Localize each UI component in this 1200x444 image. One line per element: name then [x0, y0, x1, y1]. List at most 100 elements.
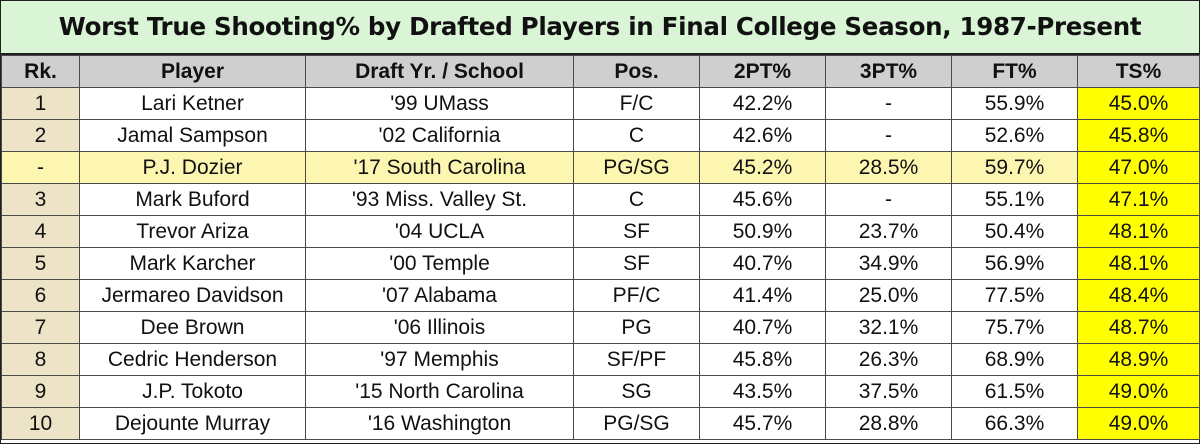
player-cell: Lari Ketner — [79, 87, 306, 120]
chart-title: Worst True Shooting% by Drafted Players … — [1, 1, 1199, 55]
table-row: 8 Cedric Henderson '97 Memphis SF/PF 45.8% 26… — [1, 343, 1200, 376]
ts-cell: 48.4% — [1077, 279, 1200, 312]
header-cell: Rk. — [1, 55, 80, 88]
school-cell: '04 UCLA — [305, 215, 574, 248]
ts-cell: 48.7% — [1077, 311, 1200, 344]
school-cell: '07 Alabama — [305, 279, 574, 312]
rank-cell: 10 — [1, 407, 80, 440]
player-cell: Trevor Ariza — [79, 215, 306, 248]
ts-cell: 47.1% — [1077, 183, 1200, 216]
rank-cell: 9 — [1, 375, 80, 408]
ft-cell: 66.3% — [951, 407, 1078, 440]
table-row: 2 Jamal Sampson '02 California C 42.6% -52.6%… — [1, 119, 1200, 152]
three-pt-cell: 34.9% — [825, 247, 952, 280]
three-pt-cell: 32.1% — [825, 311, 952, 344]
two-pt-cell: 40.7% — [699, 311, 826, 344]
table-row: 10 Dejounte Murray '16 Washington PG/SG 45.7… — [1, 407, 1200, 440]
position-cell: F/C — [573, 87, 700, 120]
two-pt-cell: 42.6% — [699, 119, 826, 152]
school-cell: '99 UMass — [305, 87, 574, 120]
header-cell: 3PT% — [825, 55, 952, 88]
rank-cell: 4 — [1, 215, 80, 248]
ts-cell: 48.9% — [1077, 343, 1200, 376]
ts-cell: 45.8% — [1077, 119, 1200, 152]
school-cell: '16 Washington — [305, 407, 574, 440]
player-cell: Dejounte Murray — [79, 407, 306, 440]
table-row: 4 Trevor Ariza '04 UCLA SF 50.9% 23.7% 50.4% 48… — [1, 215, 1200, 248]
position-cell: SF — [573, 247, 700, 280]
header-cell: TS% — [1077, 55, 1200, 88]
header-cell: Pos. — [573, 55, 700, 88]
school-cell: '15 North Carolina — [305, 375, 574, 408]
ft-cell: 50.4% — [951, 215, 1078, 248]
player-cell: Mark Karcher — [79, 247, 306, 280]
table-row: 1 Lari Ketner '99 UMass F/C 42.2% -55.9% 45.0% — [1, 87, 1200, 120]
player-cell: Jamal Sampson — [79, 119, 306, 152]
three-pt-cell: 28.5% — [825, 151, 952, 184]
three-pt-cell: 23.7% — [825, 215, 952, 248]
ft-cell: 61.5% — [951, 375, 1078, 408]
player-cell: Cedric Henderson — [79, 343, 306, 376]
header-cell: FT% — [951, 55, 1078, 88]
ts-cell: 49.0% — [1077, 375, 1200, 408]
school-cell: '00 Temple — [305, 247, 574, 280]
rank-cell: - — [1, 151, 80, 184]
two-pt-cell: 45.6% — [699, 183, 826, 216]
three-pt-cell: - — [825, 183, 952, 216]
rank-cell: 6 — [1, 279, 80, 312]
ft-cell: 77.5% — [951, 279, 1078, 312]
rank-cell: 5 — [1, 247, 80, 280]
table-row: 7 Dee Brown '06 Illinois PG 40.7% 32.1% 75.7% 4… — [1, 311, 1200, 344]
data-table: Rk. Player Draft Yr. / School Pos. 2PT% … — [1, 55, 1200, 440]
rank-cell: 7 — [1, 311, 80, 344]
position-cell: PG/SG — [573, 407, 700, 440]
three-pt-cell: - — [825, 87, 952, 120]
ft-cell: 75.7% — [951, 311, 1078, 344]
ft-cell: 55.9% — [951, 87, 1078, 120]
three-pt-cell: 37.5% — [825, 375, 952, 408]
ft-cell: 56.9% — [951, 247, 1078, 280]
header-row: Rk. Player Draft Yr. / School Pos. 2PT% … — [1, 55, 1200, 88]
position-cell: PF/C — [573, 279, 700, 312]
table-row: 5 Mark Karcher '00 Temple SF 40.7% 34.9% 56.9%… — [1, 247, 1200, 280]
rank-cell: 2 — [1, 119, 80, 152]
two-pt-cell: 45.2% — [699, 151, 826, 184]
school-cell: '97 Memphis — [305, 343, 574, 376]
player-cell: J.P. Tokoto — [79, 375, 306, 408]
school-cell: '17 South Carolina — [305, 151, 574, 184]
table-row: 3 Mark Buford '93 Miss. Valley St. C 45.6% -5… — [1, 183, 1200, 216]
three-pt-cell: 25.0% — [825, 279, 952, 312]
player-cell: Mark Buford — [79, 183, 306, 216]
school-cell: '06 Illinois — [305, 311, 574, 344]
header-cell: Player — [79, 55, 306, 88]
table-row: 6 Jermareo Davidson '07 Alabama PF/C 41.4% 25… — [1, 279, 1200, 312]
position-cell: C — [573, 183, 700, 216]
rank-cell: 3 — [1, 183, 80, 216]
player-cell: P.J. Dozier — [79, 151, 306, 184]
player-cell: Jermareo Davidson — [79, 279, 306, 312]
rank-cell: 8 — [1, 343, 80, 376]
ts-cell: 48.1% — [1077, 247, 1200, 280]
ts-cell: 45.0% — [1077, 87, 1200, 120]
player-cell: Dee Brown — [79, 311, 306, 344]
header-cell: Draft Yr. / School — [305, 55, 574, 88]
school-cell: '93 Miss. Valley St. — [305, 183, 574, 216]
position-cell: SF — [573, 215, 700, 248]
position-cell: C — [573, 119, 700, 152]
table-row: 9 J.P. Tokoto '15 North Carolina SG 43.5% 37.… — [1, 375, 1200, 408]
two-pt-cell: 42.2% — [699, 87, 826, 120]
position-cell: PG/SG — [573, 151, 700, 184]
table-row: - P.J. Dozier '17 South Carolina PG/SG 45.2%… — [1, 151, 1200, 184]
ts-cell: 49.0% — [1077, 407, 1200, 440]
position-cell: SG — [573, 375, 700, 408]
three-pt-cell: - — [825, 119, 952, 152]
header-cell: 2PT% — [699, 55, 826, 88]
position-cell: PG — [573, 311, 700, 344]
table-body: 1 Lari Ketner '99 UMass F/C 42.2% -55.9% 45.0%… — [1, 87, 1200, 440]
ft-cell: 55.1% — [951, 183, 1078, 216]
two-pt-cell: 41.4% — [699, 279, 826, 312]
two-pt-cell: 45.7% — [699, 407, 826, 440]
three-pt-cell: 28.8% — [825, 407, 952, 440]
ft-cell: 52.6% — [951, 119, 1078, 152]
